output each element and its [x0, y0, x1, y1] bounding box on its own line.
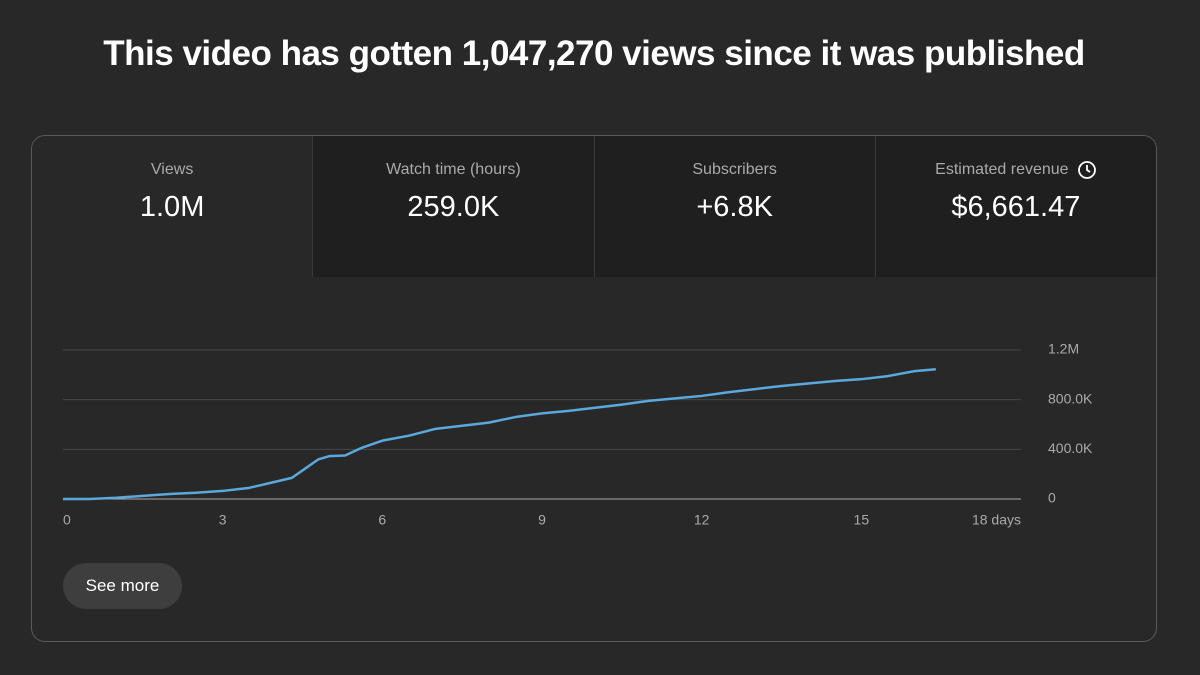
clock-icon [1077, 161, 1096, 179]
views-line [63, 368, 936, 501]
x-tick-label: 9 [538, 512, 546, 528]
metric-tab[interactable]: Views 1.0M [32, 136, 313, 277]
x-tick-label: 0 [63, 512, 71, 528]
metric-label: Views [150, 161, 194, 178]
metric-label: Watch time (hours) [386, 161, 521, 178]
metric-tab[interactable]: Watch time (hours) 259.0K [312, 136, 594, 277]
y-tick-label: 800.0K [1048, 390, 1093, 406]
metric-label: Subscribers [692, 161, 777, 178]
metric-value: 259.0K [407, 191, 500, 223]
metric-tabs: Views 1.0M Watch time (hours) 259.0K Subsc… [32, 136, 1156, 277]
x-tick-label: 6 [378, 512, 386, 528]
x-tick-label: 18 days [972, 512, 1021, 528]
x-tick-label: 12 [694, 512, 710, 528]
page-title: This video has gotten 1,047,270 views si… [103, 34, 1085, 73]
x-tick-label: 15 [854, 512, 870, 528]
metric-value: 1.0M [139, 191, 205, 223]
metric-label: Estimated revenue [935, 161, 1069, 178]
y-tick-label: 400.0K [1048, 440, 1093, 456]
see-more-button[interactable]: See more [63, 563, 182, 609]
metric-value: $6,661.47 [951, 191, 1081, 223]
metric-value: +6.8K [696, 191, 773, 223]
y-tick-label: 1.2M [1048, 341, 1079, 357]
metric-label-row: Estimated revenue [876, 161, 1156, 179]
metric-tab[interactable]: Estimated revenue $6,661.47 [874, 136, 1156, 277]
x-tick-label: 3 [219, 512, 227, 528]
metric-tab[interactable]: Subscribers +6.8K [593, 136, 875, 277]
y-tick-label: 0 [1048, 490, 1056, 506]
analytics-card: Views 1.0M Watch time (hours) 259.0K Subsc… [31, 135, 1157, 642]
